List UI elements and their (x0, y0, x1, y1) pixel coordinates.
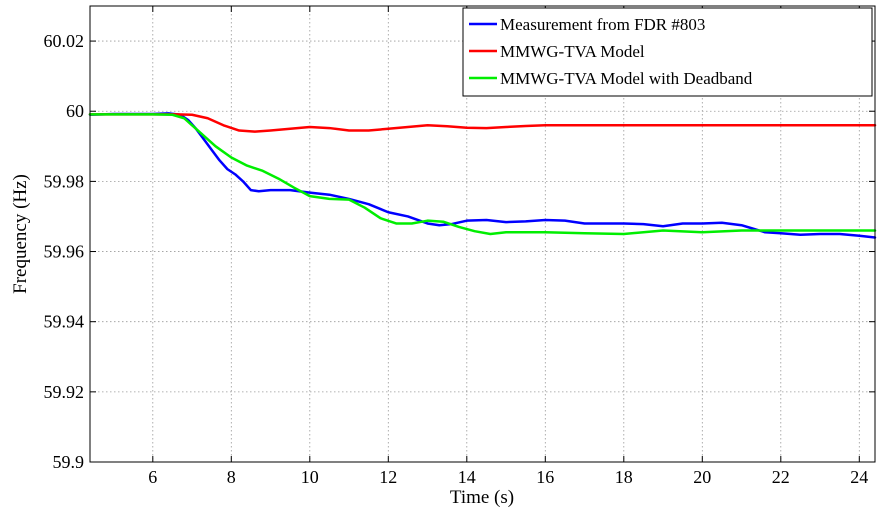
legend-entries: Measurement from FDR #803 MMWG-TVA Model M… (469, 15, 753, 88)
y-tick-label: 60.02 (44, 31, 85, 51)
x-tick-label: 10 (301, 467, 319, 487)
series-line-2 (88, 113, 877, 133)
series-line-1 (88, 112, 877, 239)
tick-label-layer: 6 8 10 12 14 16 18 20 22 24 59.9 59.92 59.94 59.96 59.… (44, 31, 869, 487)
legend-box (462, 7, 873, 97)
x-tick-label: 6 (148, 467, 157, 487)
legend-label-2: MMWG-TVA Model (500, 42, 645, 61)
legend-label-1: Measurement from FDR #803 (500, 15, 705, 34)
plot-frame (89, 5, 876, 463)
x-tick-label: 16 (536, 467, 554, 487)
x-tick-label: 20 (693, 467, 711, 487)
x-tick-label: 12 (379, 467, 397, 487)
x-axis-label: Time (s) (450, 487, 514, 508)
y-tick-label: 60 (66, 101, 84, 121)
y-tick-label: 59.9 (53, 452, 85, 472)
y-tick-label: 59.92 (44, 382, 85, 402)
y-tick-label: 59.96 (44, 242, 85, 262)
tick-layer (90, 6, 875, 463)
y-tick-label: 59.94 (44, 312, 85, 332)
y-axis-label: Frequency (Hz) (10, 174, 31, 294)
x-tick-label: 18 (615, 467, 633, 487)
series-layer (88, 112, 877, 239)
series-line-3 (88, 113, 877, 236)
legend-label-3: MMWG-TVA Model with Deadband (500, 69, 753, 88)
x-tick-label: 8 (227, 467, 236, 487)
y-tick-label: 59.98 (44, 171, 85, 191)
x-tick-label: 24 (850, 467, 868, 487)
x-tick-label: 14 (458, 467, 476, 487)
legend: Measurement from FDR #803 MMWG-TVA Model M… (462, 7, 873, 97)
x-tick-label: 22 (772, 467, 790, 487)
